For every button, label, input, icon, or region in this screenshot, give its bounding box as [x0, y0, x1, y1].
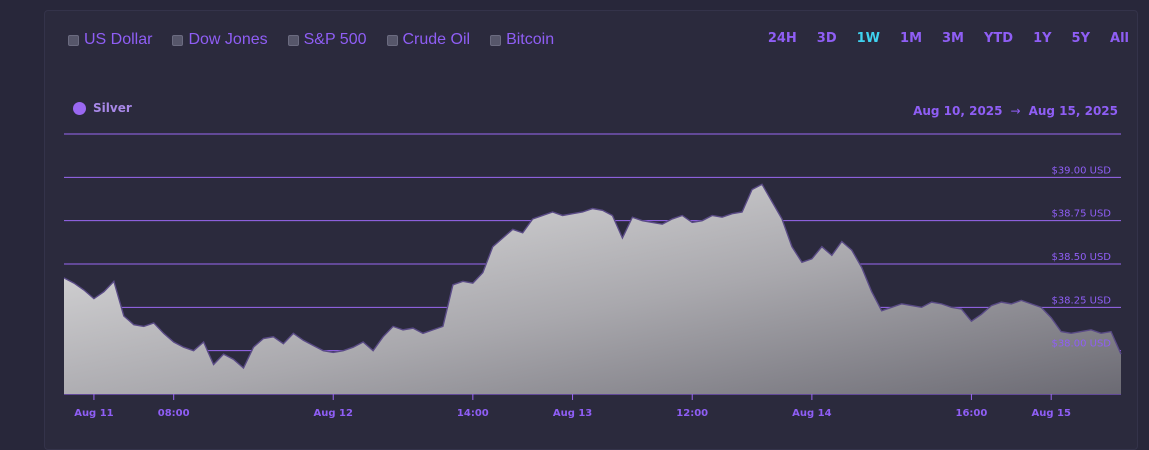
x-tick-label: Aug 15: [1031, 408, 1070, 419]
y-tick-label: $39.00 USD: [1051, 165, 1111, 176]
x-tick-label: Aug 13: [553, 408, 592, 419]
x-tick-label: Aug 11: [74, 408, 113, 419]
x-tick-label: 12:00: [676, 408, 708, 419]
y-tick-label: $38.25 USD: [1051, 295, 1111, 306]
silver-area: [64, 184, 1121, 394]
x-tick-label: Aug 12: [314, 408, 353, 419]
x-tick-label: 08:00: [158, 408, 190, 419]
x-tick-label: 14:00: [457, 408, 489, 419]
price-chart[interactable]: $38.00 USD $38.25 USD $38.50 USD $38.75 USD…: [0, 0, 1149, 439]
y-tick-label: $38.00 USD: [1051, 339, 1111, 350]
y-tick-label: $38.75 USD: [1051, 209, 1111, 220]
x-tick-label: Aug 14: [792, 408, 831, 419]
x-tick-label: 16:00: [956, 408, 988, 419]
y-tick-label: $38.50 USD: [1051, 252, 1111, 263]
